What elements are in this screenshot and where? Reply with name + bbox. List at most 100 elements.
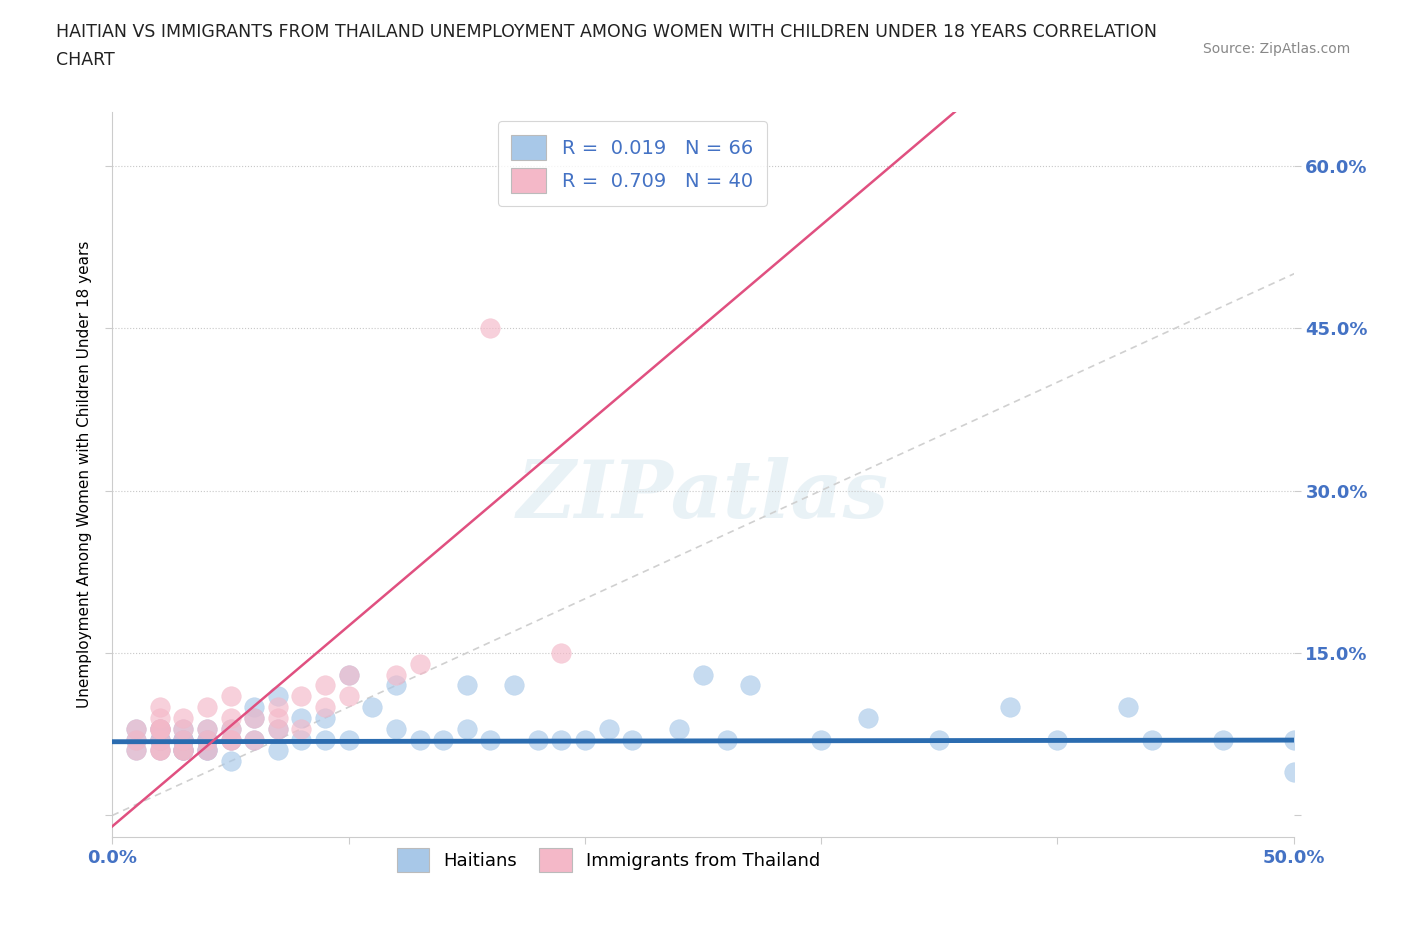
Point	[243, 711, 266, 725]
Point	[290, 722, 312, 737]
Point	[149, 743, 172, 758]
Point	[243, 732, 266, 747]
Point	[219, 722, 242, 737]
Point	[195, 722, 218, 737]
Point	[172, 743, 194, 758]
Point	[810, 732, 832, 747]
Point	[149, 732, 172, 747]
Point	[195, 732, 218, 747]
Point	[243, 732, 266, 747]
Point	[408, 657, 430, 671]
Point	[149, 743, 172, 758]
Point	[219, 732, 242, 747]
Point	[195, 732, 218, 747]
Y-axis label: Unemployment Among Women with Children Under 18 years: Unemployment Among Women with Children U…	[77, 241, 93, 708]
Point	[692, 667, 714, 682]
Point	[503, 678, 526, 693]
Point	[267, 689, 290, 704]
Point	[621, 732, 644, 747]
Point	[149, 699, 172, 714]
Point	[267, 722, 290, 737]
Point	[267, 699, 290, 714]
Point	[267, 743, 290, 758]
Point	[172, 743, 194, 758]
Point	[125, 743, 148, 758]
Point	[1282, 764, 1305, 779]
Point	[172, 732, 194, 747]
Point	[267, 711, 290, 725]
Point	[337, 732, 360, 747]
Point	[195, 743, 218, 758]
Point	[125, 743, 148, 758]
Point	[125, 732, 148, 747]
Point	[385, 678, 408, 693]
Point	[668, 722, 690, 737]
Point	[195, 743, 218, 758]
Point	[172, 743, 194, 758]
Point	[149, 732, 172, 747]
Point	[290, 689, 312, 704]
Point	[456, 722, 478, 737]
Point	[219, 722, 242, 737]
Point	[219, 732, 242, 747]
Point	[432, 732, 454, 747]
Point	[479, 321, 502, 336]
Text: CHART: CHART	[56, 51, 115, 69]
Point	[219, 711, 242, 725]
Point	[928, 732, 950, 747]
Point	[337, 667, 360, 682]
Point	[314, 678, 336, 693]
Point	[574, 732, 596, 747]
Point	[172, 743, 194, 758]
Point	[479, 732, 502, 747]
Point	[550, 732, 572, 747]
Point	[408, 732, 430, 747]
Point	[172, 722, 194, 737]
Point	[149, 743, 172, 758]
Point	[456, 678, 478, 693]
Point	[172, 711, 194, 725]
Point	[385, 667, 408, 682]
Point	[149, 722, 172, 737]
Point	[598, 722, 620, 737]
Text: ZIPatlas: ZIPatlas	[517, 458, 889, 535]
Point	[1140, 732, 1163, 747]
Point	[195, 732, 218, 747]
Point	[172, 732, 194, 747]
Legend: Haitians, Immigrants from Thailand: Haitians, Immigrants from Thailand	[389, 841, 828, 879]
Point	[219, 689, 242, 704]
Point	[290, 732, 312, 747]
Point	[267, 722, 290, 737]
Point	[172, 722, 194, 737]
Point	[149, 711, 172, 725]
Point	[125, 732, 148, 747]
Point	[740, 678, 762, 693]
Point	[1212, 732, 1234, 747]
Point	[337, 689, 360, 704]
Point	[1046, 732, 1069, 747]
Point	[195, 722, 218, 737]
Point	[219, 732, 242, 747]
Point	[1116, 699, 1139, 714]
Point	[149, 722, 172, 737]
Point	[125, 722, 148, 737]
Point	[149, 732, 172, 747]
Point	[385, 722, 408, 737]
Point	[149, 722, 172, 737]
Point	[172, 732, 194, 747]
Point	[1282, 732, 1305, 747]
Point	[219, 754, 242, 769]
Point	[716, 732, 738, 747]
Point	[172, 743, 194, 758]
Point	[243, 699, 266, 714]
Point	[314, 699, 336, 714]
Point	[314, 711, 336, 725]
Point	[149, 722, 172, 737]
Point	[149, 722, 172, 737]
Point	[998, 699, 1021, 714]
Point	[195, 699, 218, 714]
Point	[195, 743, 218, 758]
Point	[314, 732, 336, 747]
Point	[243, 711, 266, 725]
Point	[125, 722, 148, 737]
